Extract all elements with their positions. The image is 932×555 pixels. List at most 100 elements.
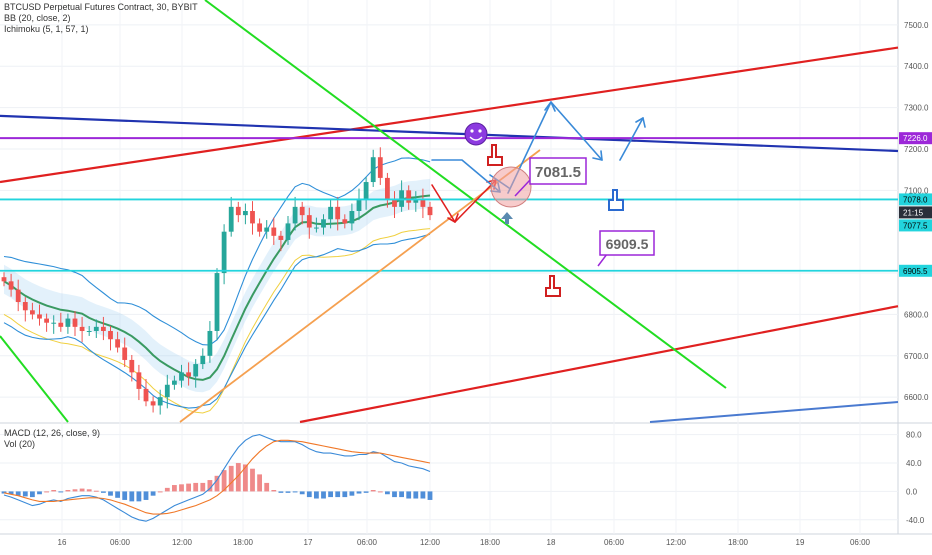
macd-histogram-bar bbox=[370, 490, 376, 492]
time-tick-label: 17 bbox=[304, 538, 313, 547]
signal-line bbox=[3, 439, 431, 515]
macd-histogram-bar bbox=[356, 491, 362, 494]
candle-body bbox=[8, 281, 14, 290]
macd-histogram-bar bbox=[243, 464, 248, 492]
candle-body bbox=[292, 206, 298, 224]
candle-body bbox=[257, 223, 262, 232]
macd-histogram-bar bbox=[228, 465, 234, 492]
candle-body bbox=[150, 401, 156, 406]
price-tick-label: 6700.0 bbox=[904, 352, 929, 361]
macd-histogram-bar bbox=[349, 491, 355, 496]
callout-upper-label: 7081.5 bbox=[535, 164, 581, 181]
hand-pointer-icon-red-2 bbox=[545, 275, 561, 297]
red-channel-lower bbox=[299, 305, 899, 424]
macd-histogram-bar bbox=[427, 491, 433, 500]
time-tick-label: 06:00 bbox=[357, 538, 378, 547]
navy-trendline bbox=[0, 114, 899, 153]
macd-legend: MACD (12, 26, close, 9) Vol (20) bbox=[4, 428, 100, 450]
macd-legend-label[interactable]: MACD (12, 26, close, 9) bbox=[4, 428, 101, 438]
price-tick-label: 6800.0 bbox=[904, 310, 929, 319]
candle-body bbox=[93, 326, 99, 331]
price-tick-label: 7300.0 bbox=[904, 104, 929, 113]
macd-histogram-bar bbox=[86, 489, 92, 492]
candle-body bbox=[214, 273, 220, 331]
macd-histogram-bar bbox=[179, 484, 184, 492]
candle-body bbox=[30, 310, 35, 315]
time-tick-label: 18:00 bbox=[728, 538, 749, 547]
time-tick-label: 18:00 bbox=[480, 538, 501, 547]
smiley-icon bbox=[464, 122, 488, 146]
macd-histogram-bar bbox=[221, 470, 227, 492]
candle-body bbox=[200, 355, 206, 365]
macd-histogram-bar bbox=[172, 485, 177, 492]
candle-body bbox=[306, 215, 312, 228]
indicator-legend: BTCUSD Perpetual Futures Contract, 30, B… bbox=[4, 2, 198, 35]
macd-histogram-bar bbox=[44, 491, 49, 493]
red-arrow-down bbox=[431, 184, 456, 223]
lagging-line bbox=[3, 228, 431, 414]
candle-body bbox=[143, 388, 149, 402]
ichimoku-legend[interactable]: Ichimoku (5, 1, 57, 1) bbox=[4, 24, 89, 34]
symbol-title[interactable]: BTCUSD Perpetual Futures Contract, 30, B… bbox=[4, 2, 198, 12]
time-tick-label: 12:00 bbox=[420, 538, 441, 547]
bb-legend[interactable]: BB (20, close, 2) bbox=[4, 13, 71, 23]
candle-body bbox=[243, 211, 248, 216]
candle-body bbox=[250, 211, 255, 224]
macd-histogram-bar bbox=[406, 491, 412, 499]
time-tick-label: 06:00 bbox=[850, 538, 871, 547]
callout-upper[interactable]: 7081.5 bbox=[514, 157, 587, 197]
macd-histogram-bar bbox=[306, 491, 312, 498]
time-tick-label: 12:00 bbox=[172, 538, 193, 547]
candle-body bbox=[44, 318, 49, 323]
candle-body bbox=[420, 198, 426, 207]
blue-arrow-3-head2 bbox=[592, 150, 603, 161]
macd-tick-label: -40.0 bbox=[906, 516, 925, 525]
price-tick-label: 7500.0 bbox=[904, 21, 929, 30]
badge-cyan-label: 7078.0 bbox=[903, 195, 928, 204]
price-tick-label: 7400.0 bbox=[904, 62, 929, 71]
macd-histogram-bar bbox=[214, 475, 220, 492]
time-tick-label: 19 bbox=[796, 538, 805, 547]
blue-arrow-4-head bbox=[635, 117, 646, 128]
candle-body bbox=[356, 198, 362, 211]
macd-histogram-bar bbox=[136, 491, 142, 502]
badge-purple-label: 7226.0 bbox=[903, 134, 928, 143]
time-tick-label: 18 bbox=[547, 538, 556, 547]
candle-body bbox=[79, 326, 85, 331]
macd-histogram-bar bbox=[129, 491, 135, 502]
highlight-circle[interactable] bbox=[490, 166, 532, 208]
candle-body bbox=[164, 384, 170, 398]
time-tick-label: 06:00 bbox=[604, 538, 625, 547]
candle-body bbox=[235, 206, 241, 216]
macd-histogram-bar bbox=[30, 491, 35, 498]
macd-histogram-bar bbox=[413, 491, 419, 499]
candle-body bbox=[115, 339, 120, 348]
macd-histogram-bar bbox=[342, 491, 348, 498]
trend-lines[interactable] bbox=[0, 0, 899, 424]
time-axis-ticks: 16 06:00 12:00 18:00 17 06:00 12:00 18:00 18 06:0… bbox=[58, 538, 871, 547]
badge-purple-bg bbox=[899, 132, 932, 145]
macd-histogram-bar bbox=[200, 482, 206, 492]
time-tick-label: 06:00 bbox=[110, 538, 131, 547]
blue-bottom-line bbox=[649, 401, 899, 423]
candle-body bbox=[385, 177, 390, 199]
macd-histogram-bar bbox=[207, 480, 213, 492]
blue-arrow-3-head bbox=[544, 101, 556, 112]
macd-histogram-bar bbox=[93, 490, 99, 492]
macd-histogram-bar bbox=[321, 491, 326, 499]
macd-histogram-bar bbox=[186, 483, 191, 492]
vol-legend-label[interactable]: Vol (20) bbox=[4, 439, 36, 449]
up-arrow-icon bbox=[501, 212, 513, 224]
callout-lower[interactable]: 6909.5 bbox=[597, 230, 655, 267]
macd-histogram-bar bbox=[150, 491, 156, 496]
candle-body bbox=[101, 326, 106, 331]
macd-histogram-bar bbox=[22, 491, 28, 497]
macd-histogram-bar bbox=[363, 491, 369, 493]
macd-histogram-bar bbox=[264, 482, 270, 492]
macd-histogram-bar bbox=[271, 490, 277, 492]
badge-timer-bg bbox=[899, 206, 932, 219]
candle-body bbox=[285, 223, 291, 240]
macd-histogram-bar bbox=[250, 468, 255, 492]
macd-histogram-bar bbox=[51, 490, 57, 492]
